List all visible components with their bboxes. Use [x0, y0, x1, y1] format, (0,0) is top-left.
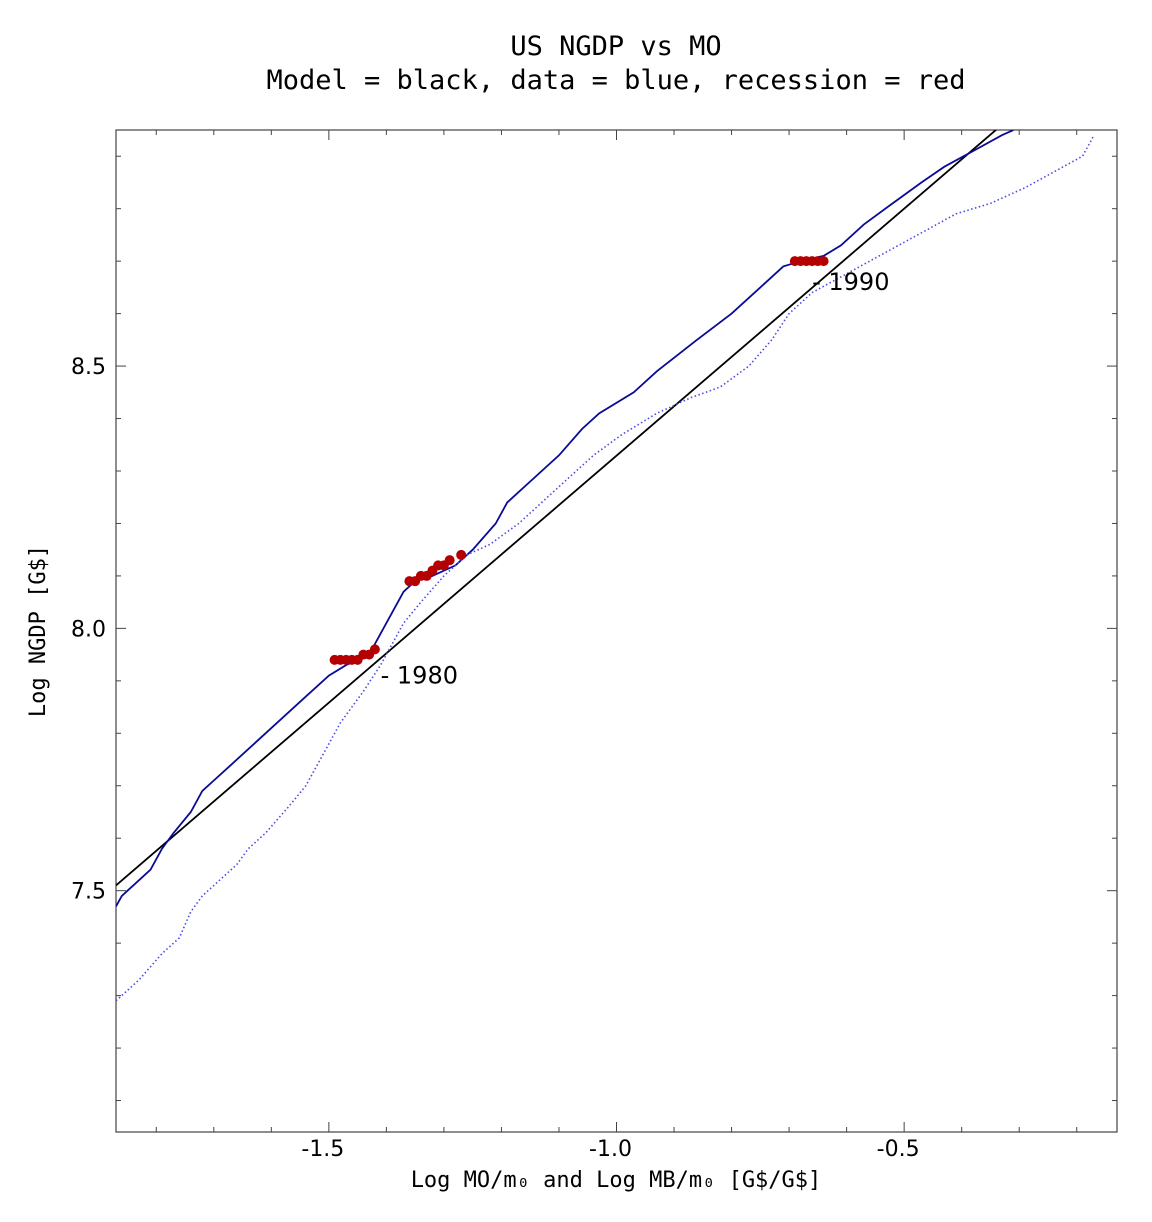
x-axis-label: Log MO/m₀ and Log MB/m₀ [G$/G$]	[411, 1168, 822, 1193]
x-tick-label: -0.5	[877, 1137, 920, 1162]
x-tick-label: -1.5	[301, 1137, 344, 1162]
data-line-m0	[116, 130, 1014, 907]
axis-ticks	[116, 130, 1117, 1132]
model-line	[116, 130, 998, 887]
y-axis-label: Log NGDP [G$]	[26, 545, 51, 717]
data-line-mb	[116, 134, 1095, 1002]
axis-tick-labels: -1.5 -1.0 -0.5 7.5 8.0 8.5	[71, 355, 920, 1162]
chart-subtitle: Model = black, data = blue, recession = …	[267, 65, 966, 96]
series-layer	[116, 130, 1095, 1002]
y-tick-label: 8.0	[71, 617, 106, 642]
annotation-layer: - 1980 - 1990	[381, 268, 890, 689]
recession-point	[444, 555, 455, 566]
y-tick-label: 7.5	[71, 880, 106, 905]
recession-point	[369, 644, 380, 655]
year-annotation: - 1990	[812, 268, 889, 296]
chart-title: US NGDP vs MO	[510, 31, 721, 62]
plot-frame	[115, 129, 1118, 1133]
year-annotation: - 1980	[381, 662, 458, 690]
x-tick-label: -1.0	[589, 1137, 632, 1162]
recession-point	[456, 549, 467, 560]
recession-point	[818, 256, 829, 267]
y-tick-label: 8.5	[71, 355, 106, 380]
